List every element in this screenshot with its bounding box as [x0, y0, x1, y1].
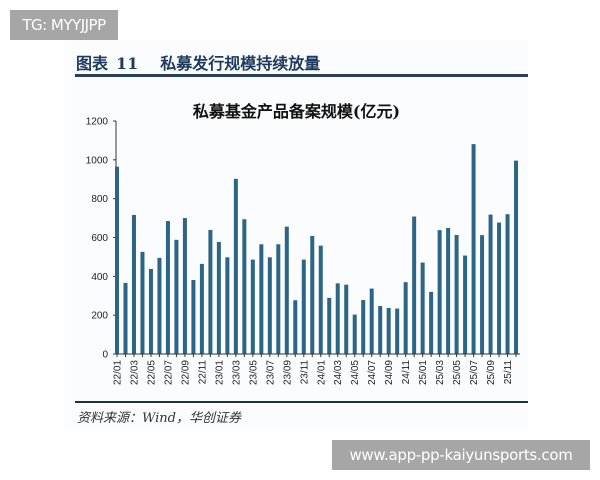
bar — [276, 244, 281, 354]
bar — [395, 308, 400, 354]
x-tick-label: 23/11 — [299, 360, 310, 385]
bar — [115, 166, 119, 354]
source-rule — [75, 401, 528, 403]
bar — [250, 259, 255, 354]
figure-label: 图表 — [76, 54, 109, 73]
bar — [174, 239, 179, 354]
figure-number: 11 — [116, 54, 139, 73]
bar — [344, 284, 349, 354]
bar — [165, 220, 170, 354]
bar — [352, 314, 357, 354]
bar — [157, 257, 162, 354]
y-tick-label: 1200 — [86, 117, 109, 128]
bar — [454, 234, 459, 354]
bar — [403, 282, 408, 354]
y-tick-label: 200 — [91, 311, 108, 322]
bar — [412, 216, 417, 354]
x-tick-label: 24/11 — [401, 360, 412, 385]
title-rule — [75, 74, 528, 77]
bar — [131, 214, 136, 354]
bar — [378, 306, 383, 354]
x-tick-label: 23/09 — [282, 360, 293, 385]
x-tick-label: 25/07 — [469, 360, 480, 385]
bar — [182, 218, 187, 354]
x-tick-label: 25/05 — [452, 360, 463, 385]
bar — [225, 257, 230, 354]
figure-panel: 图表 11 私募发行规模持续放量 私募基金产品备案规模(亿元) 0 200 400 600… — [65, 40, 528, 430]
bar — [480, 235, 485, 354]
bar — [327, 297, 332, 354]
y-tick-label: 0 — [102, 350, 108, 361]
bar — [284, 226, 289, 354]
bar — [233, 178, 238, 354]
x-tick-label: 25/11 — [503, 360, 514, 385]
bar — [123, 282, 128, 354]
x-tick-label: 22/09 — [180, 360, 191, 385]
bar — [216, 241, 221, 354]
x-tick-label: 22/11 — [197, 360, 208, 385]
bar — [471, 144, 476, 354]
bar — [386, 307, 391, 354]
bar — [488, 214, 493, 354]
bar — [514, 160, 519, 354]
x-tick-label: 23/07 — [265, 360, 276, 385]
y-tick-label: 400 — [91, 272, 108, 283]
x-tick-label: 25/09 — [486, 360, 497, 385]
chart-title: 私募基金产品备案规模(亿元) — [192, 102, 401, 121]
x-tick-label: 25/03 — [435, 360, 446, 385]
x-tick-label: 22/03 — [129, 360, 140, 385]
bar — [267, 257, 272, 354]
x-tick-label: 24/01 — [316, 360, 327, 385]
bar-chart: 0 200 400 600 800 1000 1200 22/01 22/03 22/05 22/0… — [86, 117, 521, 385]
bar — [446, 227, 451, 354]
bar — [140, 251, 145, 354]
x-tick-label: 24/05 — [350, 360, 361, 385]
y-tick-label: 1000 — [86, 155, 109, 166]
figure-title: 私募发行规模持续放量 — [160, 54, 321, 73]
bar — [437, 230, 442, 354]
watermark-top: TG: MYYJJPP — [10, 10, 118, 40]
watermark-bottom: www.app-pp-kaiyunsports.com — [332, 440, 590, 470]
x-tick-label: 24/09 — [384, 360, 395, 385]
bar — [335, 283, 340, 354]
bar — [420, 262, 425, 354]
y-tick-label: 600 — [91, 233, 108, 244]
x-tick-label: 25/01 — [418, 360, 429, 385]
bar — [505, 214, 510, 354]
bar — [199, 263, 204, 354]
bar — [310, 235, 315, 354]
x-tick-label: 23/03 — [231, 360, 242, 385]
x-tick-label: 22/05 — [146, 360, 157, 385]
bar — [429, 291, 434, 354]
bar — [301, 259, 306, 354]
bar — [361, 300, 366, 354]
bar — [191, 280, 196, 354]
bar — [293, 300, 298, 354]
x-tick-label: 22/01 — [113, 360, 124, 385]
source-note: 资料来源：Wind，华创证券 — [77, 411, 241, 426]
figure-heading: 图表 11 私募发行规模持续放量 — [76, 50, 320, 74]
x-tick-label: 24/07 — [367, 360, 378, 385]
x-tick-label: 23/05 — [248, 360, 259, 385]
y-tick-label: 800 — [91, 194, 108, 205]
bar — [208, 229, 213, 354]
bar — [497, 222, 502, 354]
bar — [369, 288, 374, 354]
bar — [318, 245, 323, 354]
bar — [463, 255, 468, 354]
x-tick-label: 23/01 — [214, 360, 225, 385]
x-tick-label: 24/03 — [333, 360, 344, 385]
bar — [259, 244, 264, 354]
bar — [242, 219, 247, 354]
x-tick-label: 22/07 — [163, 360, 174, 385]
bar — [148, 268, 153, 354]
